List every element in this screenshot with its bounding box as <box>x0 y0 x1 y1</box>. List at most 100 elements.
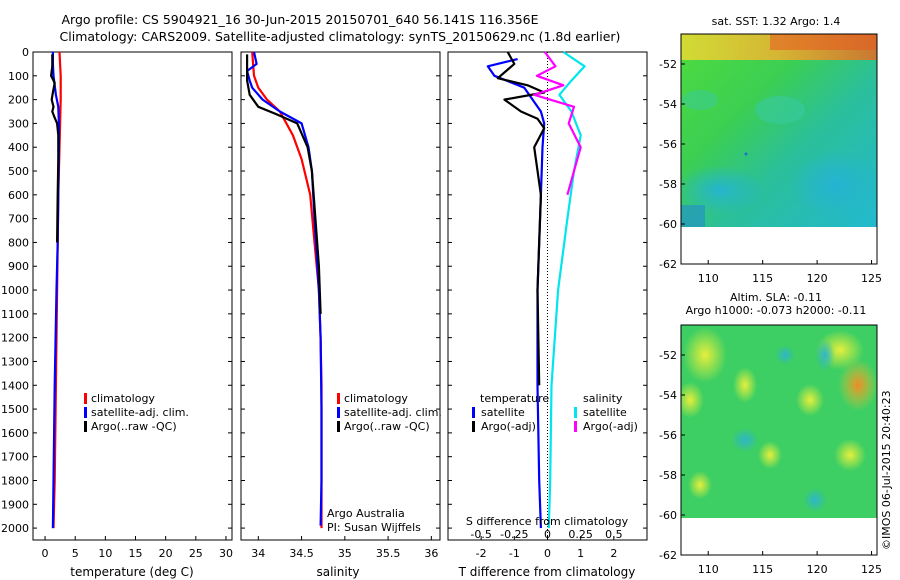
salinity-axes <box>240 51 441 541</box>
legend-label-s-argo: Argo(-adj) <box>583 420 638 433</box>
legend-title-temperature: temperature <box>480 392 549 405</box>
x-tick-label: 35.5 <box>376 547 401 560</box>
legend-label-s-satellite: satellite <box>583 406 627 419</box>
sst-map-panel: sat. SST: 1.32 Argo: 1.4 110 115 120 125 -52… <box>659 15 882 285</box>
y-tick-label: 1900 <box>1 498 29 511</box>
y-tick-label: 1600 <box>1 427 29 440</box>
legend-swatch-argo <box>337 421 340 432</box>
y-tick-label: 300 <box>8 117 29 130</box>
y-tick-label: 1200 <box>1 332 29 345</box>
s-difference-label: S difference from climatology <box>466 515 629 528</box>
x-tick-label: 2 <box>610 547 617 560</box>
x-tick-label: 5 <box>72 547 79 560</box>
legend-swatch-s-satellite <box>574 407 577 418</box>
legend-swatch-climatology <box>84 393 87 404</box>
legend-label-satellite: satellite-adj. clim. <box>91 406 189 419</box>
legend-swatch-argo <box>84 421 87 432</box>
legend-swatch-t-satellite <box>472 407 475 418</box>
series-line-argo-raw-qc- <box>49 54 60 243</box>
temperature-axes <box>32 51 233 541</box>
y-tick-label: 0 <box>22 46 29 59</box>
legend-label-t-argo: Argo(-adj) <box>481 420 536 433</box>
sla-map-title: Altim. SLA: -0.11 <box>730 291 822 304</box>
y-tick-label: 500 <box>8 165 29 178</box>
map-y-tick-label: -52 <box>659 58 677 71</box>
sst-float-marker <box>744 152 748 156</box>
x-tick-label: 1 <box>577 547 584 560</box>
title-line-2: Climatology: CARS2009. Satellite-adjuste… <box>60 29 621 44</box>
sla-land-mask <box>681 518 877 555</box>
sst-land-mask <box>681 227 877 264</box>
map-y-tick-label: -58 <box>659 178 677 191</box>
map-y-tick-label: -58 <box>659 469 677 482</box>
sla-heatmap-image <box>681 325 877 518</box>
x-tick-label: 10 <box>98 547 112 560</box>
map-y-tick-label: -60 <box>659 509 677 522</box>
y-tick-label: 1300 <box>1 355 29 368</box>
y-tick-label: 900 <box>8 260 29 273</box>
x-tick-label: -2 <box>476 547 487 560</box>
legend-label-satellite: satellite-adj. clim. <box>344 406 442 419</box>
y-tick-label: 100 <box>8 70 29 83</box>
credit-line-2: PI: Susan Wijffels <box>327 521 421 534</box>
sla-map-subtitle: Argo h1000: -0.073 h2000: -0.11 <box>686 304 867 317</box>
map-y-tick-label: -56 <box>659 138 677 151</box>
legend-swatch-satellite <box>337 407 340 418</box>
title-line-1: Argo profile: CS 5904921_16 30-Jun-2015 … <box>61 12 538 27</box>
y-tick-label: 800 <box>8 236 29 249</box>
legend-swatch-t-argo <box>472 421 475 432</box>
map-x-tick-label: 115 <box>752 272 773 285</box>
y-tick-label: 600 <box>8 189 29 202</box>
legend-label-climatology: climatology <box>91 392 155 405</box>
s-tick-label: 0.5 <box>605 528 623 541</box>
y-tick-label: 1000 <box>1 284 29 297</box>
map-y-tick-label: -62 <box>659 549 677 562</box>
legend-label-t-satellite: satellite <box>481 406 525 419</box>
x-tick-label: 0 <box>42 547 49 560</box>
legend-title-salinity: salinity <box>583 392 623 405</box>
s-tick-label: 0 <box>544 528 551 541</box>
series-line-s-argo-adj- <box>533 51 582 196</box>
sst-map-axes <box>680 33 878 265</box>
y-tick-label: 1700 <box>1 451 29 464</box>
series-line-s-satellite <box>547 51 586 529</box>
x-tick-label: 15 <box>129 547 143 560</box>
map-x-tick-label: 125 <box>861 272 882 285</box>
s-tick-label: -0.5 <box>470 528 491 541</box>
map-x-tick-label: 110 <box>698 563 719 576</box>
y-tick-label: 400 <box>8 141 29 154</box>
x-tick-label: -1 <box>509 547 520 560</box>
salinity-panel: 34 34.5 35 35.5 36 salinity climatology sate… <box>240 51 442 579</box>
y-tick-label: 2000 <box>1 522 29 535</box>
series-line-argo-raw-qc- <box>246 54 322 314</box>
map-y-tick-label: -52 <box>659 349 677 362</box>
x-tick-label: 25 <box>189 547 203 560</box>
x-tick-label: 20 <box>159 547 173 560</box>
sst-map-title: sat. SST: 1.32 Argo: 1.4 <box>712 15 841 28</box>
legend-label-climatology: climatology <box>344 392 408 405</box>
map-y-tick-label: -54 <box>659 389 677 402</box>
s-tick-label: 0.25 <box>568 528 593 541</box>
sla-map-axes <box>680 324 878 556</box>
y-tick-label: 200 <box>8 94 29 107</box>
difference-xlabel: T difference from climatology <box>458 565 636 579</box>
y-tick-label: 1100 <box>1 308 29 321</box>
map-x-tick-label: 115 <box>752 563 773 576</box>
s-tick-label: -0.25 <box>500 528 528 541</box>
x-tick-label: 35 <box>338 547 352 560</box>
sla-map-panel: Altim. SLA: -0.11 Argo h1000: -0.073 h20… <box>659 291 882 576</box>
x-tick-label: 34.5 <box>289 547 314 560</box>
map-x-tick-label: 125 <box>861 563 882 576</box>
series-line-satellite-adj-clim- <box>246 51 323 526</box>
legend-swatch-climatology <box>337 393 340 404</box>
credit-line-1: Argo Australia <box>327 507 405 520</box>
temperature-xlabel: temperature (deg C) <box>70 565 193 579</box>
map-y-tick-label: -62 <box>659 258 677 271</box>
legend-swatch-s-argo <box>574 421 577 432</box>
y-tick-label: 1400 <box>1 379 29 392</box>
temperature-legend: climatology satellite-adj. clim. Argo(..… <box>84 392 189 433</box>
imos-timestamp: ©IMOS 06-Jul-2015 20:40:23 <box>880 390 893 550</box>
x-tick-label: 36 <box>424 547 438 560</box>
map-y-tick-label: -56 <box>659 429 677 442</box>
salinity-xlabel: salinity <box>316 565 359 579</box>
